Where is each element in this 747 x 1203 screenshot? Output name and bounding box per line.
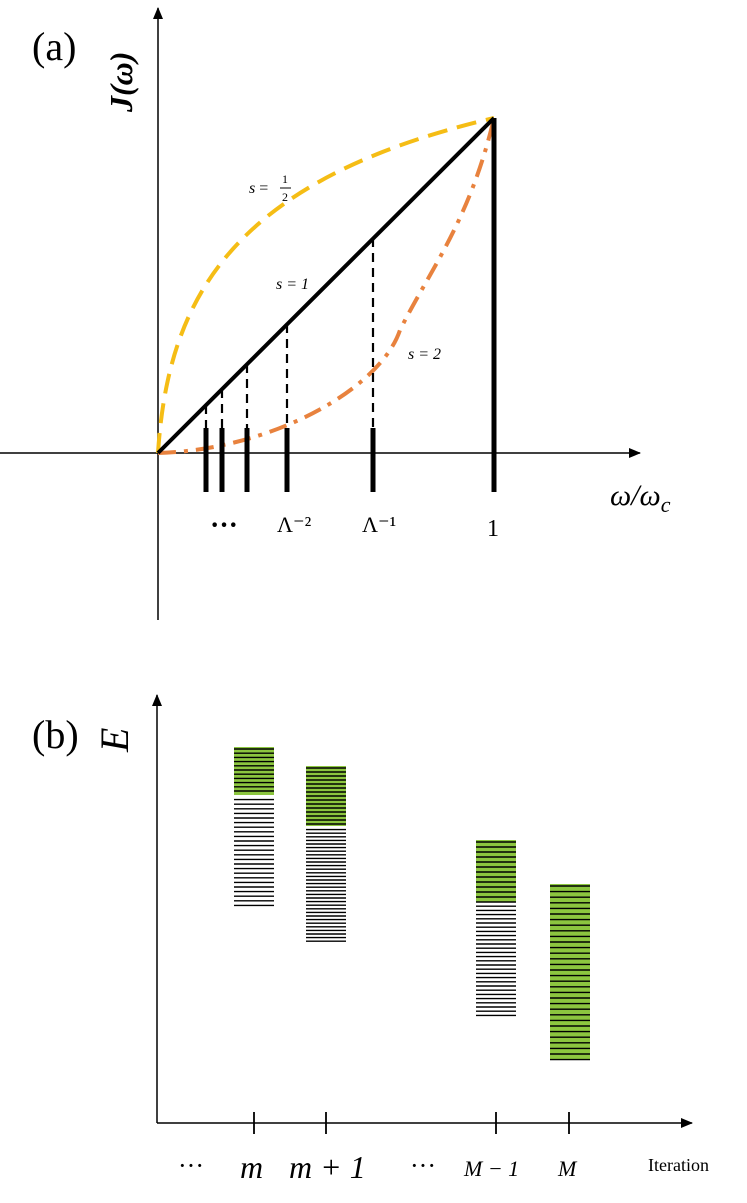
label-s-half-num: 1 xyxy=(282,172,288,186)
x-axis-label-a: ω/ωc xyxy=(610,479,671,517)
label-s-half-den: 2 xyxy=(282,190,288,204)
tick-label-one: 1 xyxy=(487,516,499,542)
kept-states-block xyxy=(234,747,274,795)
tick-label-ellipsis-mid: ··· xyxy=(410,1151,436,1180)
curve-s-two xyxy=(157,117,496,455)
kept-states-block xyxy=(550,884,590,1060)
x-axis-title-b: Iteration xyxy=(648,1155,709,1175)
panel-a-label: (a) xyxy=(32,24,76,69)
y-axis-label-b: E xyxy=(92,728,137,753)
tick-label-ellipsis-left: ··· xyxy=(178,1151,204,1180)
curve-s-one xyxy=(156,116,496,455)
discretization-lines xyxy=(204,238,375,453)
spectrum-M xyxy=(550,884,590,1061)
panel-b: (b) E ··· m m + 1 ··· M − 1 M Iteration xyxy=(32,694,709,1185)
label-s-one: s = 1 xyxy=(276,276,309,293)
tick-label-lambda-m1: Λ⁻¹ xyxy=(362,512,396,537)
iteration-ticks xyxy=(253,1112,570,1134)
energy-spectra xyxy=(234,747,590,1061)
label-s-two: s = 2 xyxy=(408,346,441,363)
tick-label-M-minus-1: M − 1 xyxy=(463,1156,519,1181)
tick-label-lambda-m2: Λ⁻² xyxy=(277,512,312,537)
tick-label-ellipsis: ··· xyxy=(210,510,238,541)
spectrum-M-minus-1 xyxy=(476,840,516,1017)
tick-label-m: m xyxy=(240,1149,263,1185)
curve-s-half xyxy=(156,116,495,454)
tick-label-M: M xyxy=(557,1156,578,1181)
spectrum-m-plus-1 xyxy=(306,766,346,942)
tick-label-m-plus-1: m + 1 xyxy=(289,1149,366,1185)
frequency-ticks xyxy=(203,428,376,492)
label-s-half: s = xyxy=(249,180,268,197)
panel-a: (a) J(ω) ω/ωc xyxy=(0,7,671,620)
panel-b-label: (b) xyxy=(32,712,79,757)
spectrum-m xyxy=(234,747,274,907)
y-axis-label-a: J(ω) xyxy=(103,52,139,113)
